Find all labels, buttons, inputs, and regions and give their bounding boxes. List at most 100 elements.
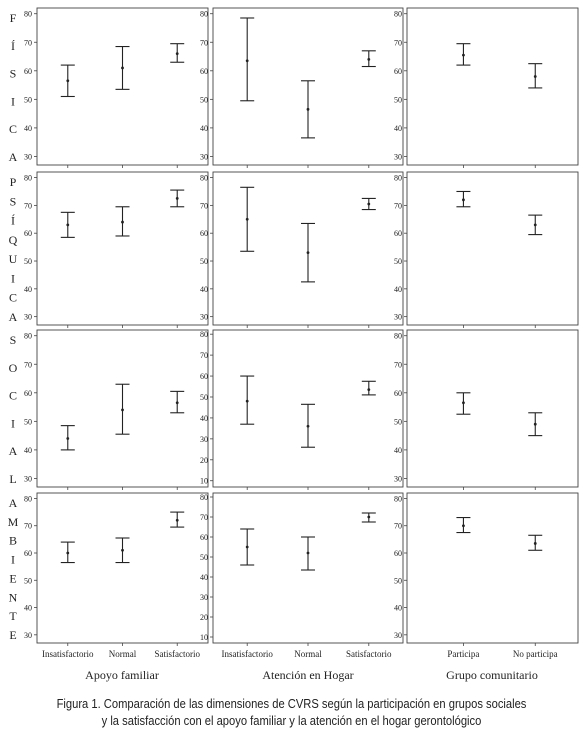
y-tick-label: 50 [200,553,208,562]
x-category-label: Normal [109,649,137,659]
row-label-letter: C [9,389,17,403]
y-tick-label: 70 [394,360,402,369]
y-tick-label: 70 [200,201,208,210]
y-tick-label: 80 [394,10,402,19]
panel-física-2: 30 40 50 60 70 80 [200,7,404,168]
y-tick-label: 50 [394,576,402,585]
y-tick-label: 50 [200,393,208,402]
column-title-3: Grupo comunitario [446,668,538,682]
mean-point [367,388,371,392]
figure-grid: 30 40 50 60 70 80 30 40 50 60 70 80 30 40 50 60 70 80 30 40… [8,7,579,682]
y-tick-label: 20 [200,456,208,465]
row-label-letter: P [10,175,17,189]
y-tick-label: 70 [24,38,32,47]
y-tick-label: 70 [24,201,32,210]
panel-frame [36,171,209,326]
mean-point [306,424,310,428]
y-tick-label: 30 [200,593,208,602]
y-tick-label: 70 [200,38,208,47]
x-category-label: Satisfactorio [154,649,200,659]
row-label-letter: I [11,271,15,285]
row-label-letter: A [9,150,18,164]
y-tick-label: 30 [24,152,32,161]
y-tick-label: 30 [394,631,402,640]
y-tick-label: 40 [200,573,208,582]
y-tick-label: 80 [24,10,32,19]
row-label-letter: A [9,310,18,324]
row-label-letter: A [9,496,18,510]
row-label-letter: I [11,94,15,108]
y-tick-label: 60 [200,533,208,542]
y-tick-label: 60 [200,67,208,76]
row-label-letter: C [9,122,17,136]
row-label-letter: A [9,444,18,458]
y-tick-label: 80 [200,174,208,183]
y-tick-label: 60 [394,389,402,398]
y-tick-label: 30 [394,474,402,483]
mean-point [245,59,249,63]
figure-caption-line-2: y la satisfacción con el apoyo familiar … [101,713,482,728]
y-tick-label: 50 [200,257,208,266]
panel-frame [406,329,579,488]
row-label-letter: F [10,11,17,25]
mean-point [175,197,179,200]
panel-frame [406,492,579,644]
mean-point [121,66,124,70]
y-tick-label: 40 [200,414,208,423]
row-label-letter: I [11,553,15,567]
mean-point [121,220,124,224]
y-tick-label: 30 [24,313,32,322]
panel-frame [406,171,579,326]
y-tick-label: 70 [200,351,208,360]
row-label-letter: O [9,361,18,375]
mean-point [245,545,249,549]
mean-point [306,251,310,255]
y-tick-label: 50 [24,576,32,585]
panel-física-1: 30 40 50 60 70 80 [24,7,209,168]
y-tick-label: 60 [24,229,32,238]
panel-psíquica-2: 30 40 50 60 70 80 [200,171,404,328]
y-tick-label: 60 [24,389,32,398]
mean-point [462,198,465,202]
row-label-letter: U [9,252,18,266]
row-label-letter: I [11,416,15,430]
row-label-letter: T [9,609,17,623]
y-tick-label: 30 [394,313,402,322]
y-tick-label: 70 [24,360,32,369]
mean-point [367,202,371,206]
y-tick-label: 70 [394,38,402,47]
mean-point [175,52,179,56]
mean-point [533,542,537,545]
mean-point [175,401,179,405]
y-tick-label: 40 [394,124,402,133]
y-tick-label: 10 [200,633,208,642]
y-tick-label: 40 [394,446,402,455]
y-tick-label: 20 [200,613,208,622]
y-tick-label: 50 [200,95,208,104]
y-tick-label: 60 [24,67,32,76]
row-label-letter: N [9,590,18,604]
y-tick-label: 50 [394,257,402,266]
y-tick-label: 70 [200,513,208,522]
mean-point [66,551,70,555]
x-category-label: Participa [447,649,479,659]
x-category-label: Normal [294,649,322,659]
column-title-2: Atención en Hogar [262,668,353,682]
mean-point [121,408,124,412]
y-tick-label: 50 [24,95,32,104]
row-label-letter: L [9,472,16,486]
panel-psíquica-1: 30 40 50 60 70 80 [24,171,209,328]
panel-ambiente-2: 10 20 30 40 50 60 70 80 Insatisfactorio Normal Sat… [200,492,404,659]
row-label-letter: M [8,515,19,529]
row-label-letter: E [9,571,16,585]
x-category-label: Insatisfactorio [42,649,94,659]
row-label-letter: B [9,534,17,548]
mean-point [462,401,465,405]
y-tick-label: 30 [24,631,32,640]
y-tick-label: 30 [24,474,32,483]
y-tick-label: 80 [394,174,402,183]
y-tick-label: 80 [200,10,208,19]
y-tick-label: 30 [200,435,208,444]
panel-psíquica-3: 30 40 50 60 70 80 [394,171,579,328]
mean-point [533,223,537,227]
